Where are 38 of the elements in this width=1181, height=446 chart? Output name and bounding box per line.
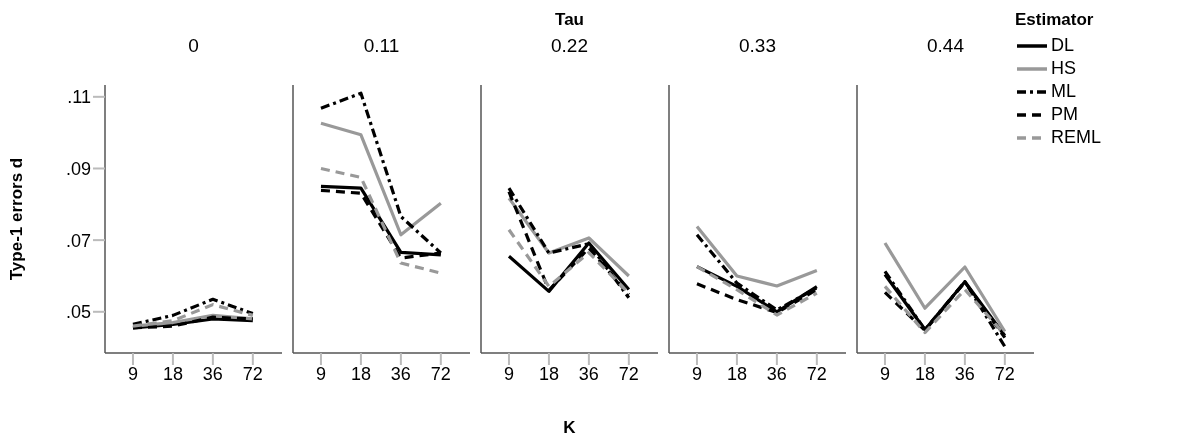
x-tick-label: 72 xyxy=(994,363,1015,384)
y-tick-label: .05 xyxy=(65,302,91,323)
x-tick-label: 18 xyxy=(726,363,747,384)
x-tick-label: 36 xyxy=(202,363,223,384)
legend-label: REML xyxy=(1051,127,1102,148)
x-tick-label: 72 xyxy=(618,363,639,384)
x-tick-label: 18 xyxy=(162,363,183,384)
x-tick-label: 9 xyxy=(691,363,702,384)
legend-title: Estimator xyxy=(1015,10,1095,30)
chart-subtitle: 0.33 xyxy=(738,35,777,57)
x-tick-label: 18 xyxy=(538,363,559,384)
legend-label: DL xyxy=(1051,35,1075,56)
x-tick-label: 9 xyxy=(315,363,326,384)
x-tick-label: 36 xyxy=(578,363,599,384)
x-tick-label: 9 xyxy=(127,363,138,384)
chart-subtitle: 0.22 xyxy=(550,35,589,57)
x-tick-label: 72 xyxy=(806,363,827,384)
y-tick-label: .11 xyxy=(67,87,91,108)
chart-subtitle: 0.44 xyxy=(927,35,964,56)
chart-subtitle: 0 xyxy=(187,35,200,57)
x-tick-label: 18 xyxy=(350,363,371,384)
chart-title: Tau xyxy=(554,10,585,30)
x-tick-label: 36 xyxy=(954,363,975,384)
legend-label: ML xyxy=(1051,81,1077,102)
x-tick-label: 36 xyxy=(766,363,787,384)
y-axis-title: Type-1 errors d xyxy=(7,157,27,281)
chart-subtitle: 0.11 xyxy=(362,35,401,57)
x-tick-label: 18 xyxy=(914,363,935,384)
legend-label: PM xyxy=(1051,104,1078,125)
legend-label: HS xyxy=(1051,58,1077,79)
x-tick-label: 72 xyxy=(242,363,263,384)
y-tick-label: .09 xyxy=(65,158,91,179)
x-tick-label: 72 xyxy=(430,363,451,384)
y-tick-label: .07 xyxy=(65,230,91,251)
x-tick-label: 36 xyxy=(390,363,411,384)
x-tick-label: 9 xyxy=(879,363,890,384)
x-axis-title: K xyxy=(562,418,577,438)
x-tick-label: 9 xyxy=(503,363,514,384)
